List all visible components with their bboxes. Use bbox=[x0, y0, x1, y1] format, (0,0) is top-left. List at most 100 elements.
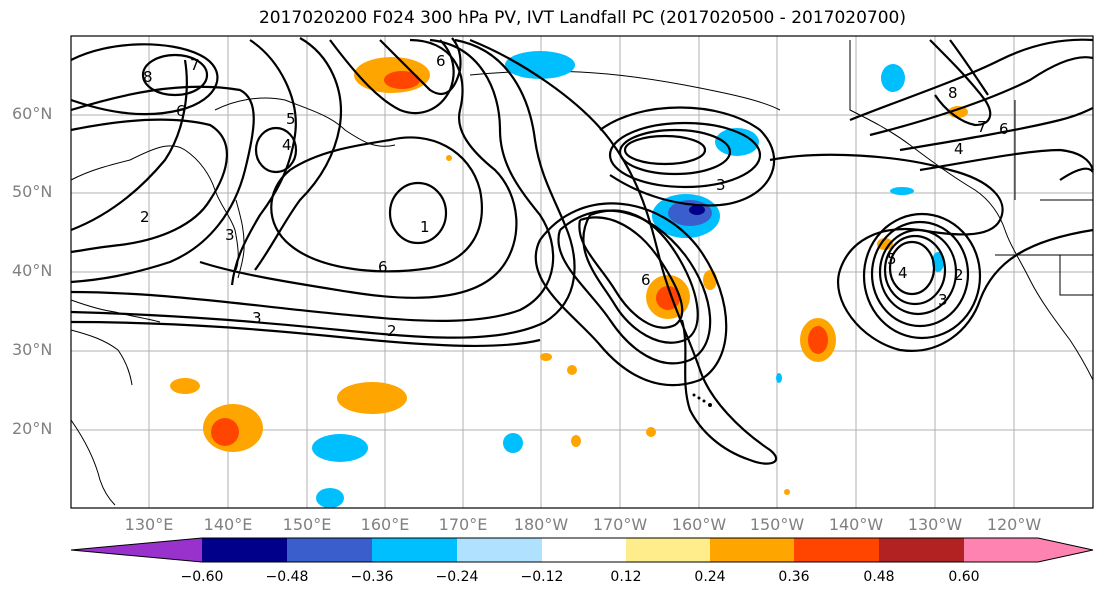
shade-region bbox=[211, 418, 239, 446]
shade-region bbox=[170, 378, 200, 394]
contour-line bbox=[870, 220, 970, 328]
contour-line bbox=[578, 216, 684, 329]
contour-line bbox=[70, 59, 188, 232]
colorbar-outline bbox=[70, 537, 1094, 563]
contour-line bbox=[618, 128, 732, 176]
colorbar-swatch bbox=[710, 538, 794, 562]
colorbar-tick-label: 0.12 bbox=[610, 569, 642, 585]
colorbar-swatch bbox=[287, 538, 372, 562]
contour-line bbox=[199, 38, 518, 299]
lat-label: 20°N bbox=[12, 419, 53, 438]
coastlines bbox=[70, 40, 1094, 506]
shade-region bbox=[312, 434, 368, 462]
colorbar-low-extend bbox=[71, 538, 202, 562]
contour-line bbox=[534, 202, 728, 387]
shade-region bbox=[316, 488, 344, 508]
colorbar-swatch bbox=[626, 538, 710, 562]
contour-line bbox=[599, 106, 776, 207]
colorbar-tick-label: 0.36 bbox=[778, 569, 810, 585]
contour-label: 8 bbox=[948, 84, 958, 102]
contour-line bbox=[329, 39, 455, 115]
contour-label: 6 bbox=[641, 271, 651, 289]
colorbar-tick-label: −0.24 bbox=[435, 569, 479, 585]
contour-label: 4 bbox=[954, 140, 964, 158]
contour-label: 2 bbox=[387, 322, 397, 340]
colorbar-high-extend bbox=[1038, 538, 1093, 562]
colorbar-swatch bbox=[794, 538, 879, 562]
contour-line bbox=[769, 153, 1094, 352]
colorbar bbox=[70, 537, 1094, 563]
contour-line bbox=[582, 209, 699, 344]
contour-line bbox=[70, 43, 219, 116]
contour-line bbox=[388, 181, 448, 245]
shade-region bbox=[689, 205, 705, 215]
shade-region bbox=[877, 238, 893, 250]
colorbar-tick-label: −0.48 bbox=[265, 569, 309, 585]
contour-line bbox=[70, 38, 576, 339]
contour-line bbox=[949, 39, 989, 96]
contour-line bbox=[919, 148, 1095, 172]
lat-label: 30°N bbox=[12, 340, 53, 359]
gridlines bbox=[71, 36, 1093, 508]
lon-label: 150°W bbox=[749, 515, 805, 534]
shade-region bbox=[776, 373, 782, 383]
contour-line bbox=[379, 37, 462, 95]
contour-line bbox=[849, 38, 1094, 122]
contour-label: 3 bbox=[252, 309, 262, 327]
shade-region bbox=[446, 155, 452, 161]
shade-region bbox=[571, 435, 581, 447]
hawaii-islands bbox=[692, 393, 712, 407]
contour-line bbox=[899, 106, 1094, 152]
lon-label: 150°E bbox=[282, 515, 332, 534]
contour-line bbox=[862, 212, 982, 340]
contour-label: 3 bbox=[938, 291, 948, 309]
shade-region bbox=[503, 433, 523, 453]
contour-label-group: 8 7 6 5 4 3 2 1 6 2 3 6 3 4 8 7 6 5 4 3 … bbox=[140, 52, 1009, 340]
contour-line bbox=[883, 234, 947, 306]
colorbar-swatch bbox=[879, 538, 964, 562]
shade-region bbox=[703, 270, 717, 290]
lat-label: 40°N bbox=[12, 261, 53, 280]
contour-label: 3 bbox=[225, 226, 235, 244]
contour-line bbox=[608, 121, 762, 189]
contour-line bbox=[270, 136, 483, 273]
colorbar-tick-label: 0.24 bbox=[694, 569, 726, 585]
contour-line bbox=[230, 39, 297, 286]
shade-region bbox=[540, 353, 552, 361]
lon-label: 140°W bbox=[828, 515, 884, 534]
pv-contours bbox=[70, 37, 1095, 465]
contour-label: 8 bbox=[143, 68, 153, 86]
shade-region bbox=[505, 51, 575, 79]
shade-region bbox=[567, 365, 577, 375]
lon-label: 170°E bbox=[438, 515, 488, 534]
contour-line bbox=[878, 228, 958, 316]
lon-label: 120°W bbox=[986, 515, 1042, 534]
colorbar-tick-label: −0.36 bbox=[350, 569, 394, 585]
contour-line bbox=[70, 38, 555, 323]
colorbar-tick-label: 0.48 bbox=[863, 569, 895, 585]
shade-region bbox=[337, 382, 407, 414]
contour-label: 4 bbox=[898, 264, 908, 282]
contour-label: 2 bbox=[140, 208, 150, 226]
shade-region bbox=[646, 427, 656, 437]
lon-label: 160°E bbox=[360, 515, 410, 534]
colorbar-tick-label: −0.60 bbox=[180, 569, 224, 585]
shade-region bbox=[384, 71, 420, 89]
colorbar-swatch bbox=[457, 538, 542, 562]
colorbar-swatch bbox=[372, 538, 457, 562]
map-title: 2017020200 F024 300 hPa PV, IVT Landfall… bbox=[258, 8, 906, 28]
contour-label: 2 bbox=[954, 266, 964, 284]
shade-region bbox=[890, 187, 914, 195]
contour-label: 1 bbox=[420, 218, 430, 236]
contour-label: 7 bbox=[190, 56, 200, 74]
shade-region bbox=[881, 64, 905, 92]
lon-label: 140°E bbox=[203, 515, 253, 534]
contour-label: 6 bbox=[436, 52, 446, 70]
contour-line bbox=[70, 85, 255, 284]
contour-label: 5 bbox=[887, 250, 897, 268]
contour-line bbox=[141, 53, 209, 97]
contour-line bbox=[929, 39, 992, 127]
contour-line bbox=[254, 126, 298, 174]
contour-label: 4 bbox=[282, 136, 292, 154]
